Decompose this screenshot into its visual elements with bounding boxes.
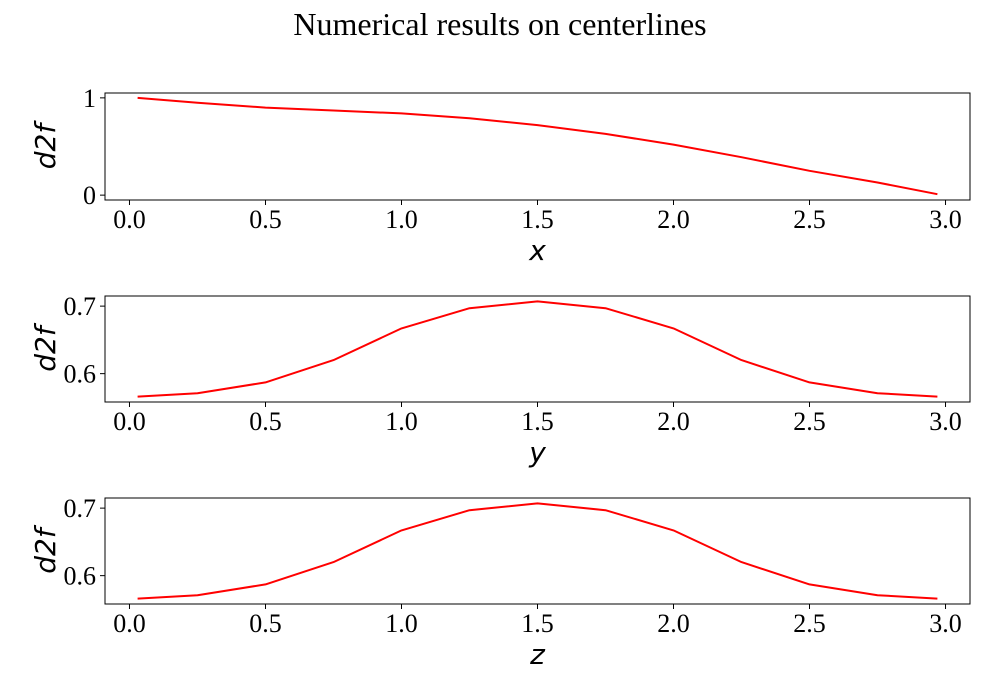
plot-2-xtick-label: 0.5 xyxy=(249,407,282,436)
plot-2-xtick-label: 1.5 xyxy=(521,407,554,436)
plot-3-frame xyxy=(104,497,971,605)
plot-3-xtick-label: 2.5 xyxy=(793,609,826,638)
plot-2-xtick-label: 3.0 xyxy=(929,407,962,436)
plot-1-xtick-label: 1.5 xyxy=(521,205,554,234)
plot-3-ytick-label: 0.7 xyxy=(64,494,97,523)
plot-2-xtick-label: 0.0 xyxy=(113,407,146,436)
plot-3-xtick-label: 3.0 xyxy=(929,609,962,638)
plot-1-ylabel: d2f xyxy=(29,120,62,170)
plot-1-ytick-label: 1 xyxy=(83,84,96,113)
plot-3-series-line xyxy=(137,502,938,600)
plot-2-xtick-label: 2.0 xyxy=(657,407,690,436)
plot-2-xtick-label: 2.5 xyxy=(793,407,826,436)
plot-2-frame xyxy=(104,295,971,403)
plot-1-xlabel: x xyxy=(528,234,546,267)
plot-2-series-line xyxy=(137,300,938,398)
plot-2-ytick-label: 0.6 xyxy=(64,360,97,389)
plot-2-xtick-label: 1.0 xyxy=(385,407,418,436)
plot-3-xtick-label: 2.0 xyxy=(657,609,690,638)
plot-3-xtick-label: 0.0 xyxy=(113,609,146,638)
plot-3-ytick-label: 0.6 xyxy=(64,562,97,591)
plot-1-xtick-label: 0.0 xyxy=(113,205,146,234)
plot-1-xtick-label: 0.5 xyxy=(249,205,282,234)
plot-2-ylabel: d2f xyxy=(29,322,62,372)
plot-1-series-line xyxy=(137,96,938,196)
plot-1-ytick-label: 0 xyxy=(83,181,96,210)
plot-1-xtick-label: 2.5 xyxy=(793,205,826,234)
plot-1-xtick-label: 2.0 xyxy=(657,205,690,234)
plot-2-xlabel: y xyxy=(528,436,546,469)
plot-3-xtick-label: 0.5 xyxy=(249,609,282,638)
plot-2-ytick-label: 0.7 xyxy=(64,292,97,321)
figure-title: Numerical results on centerlines xyxy=(293,6,707,42)
plot-3-xtick-label: 1.0 xyxy=(385,609,418,638)
plot-1-xtick-label: 3.0 xyxy=(929,205,962,234)
plot-1-frame xyxy=(104,92,971,201)
plot-3-xlabel: z xyxy=(529,638,546,671)
plot-1-xtick-label: 1.0 xyxy=(385,205,418,234)
plot-3-xtick-label: 1.5 xyxy=(521,609,554,638)
plot-3-ylabel: d2f xyxy=(29,524,62,574)
